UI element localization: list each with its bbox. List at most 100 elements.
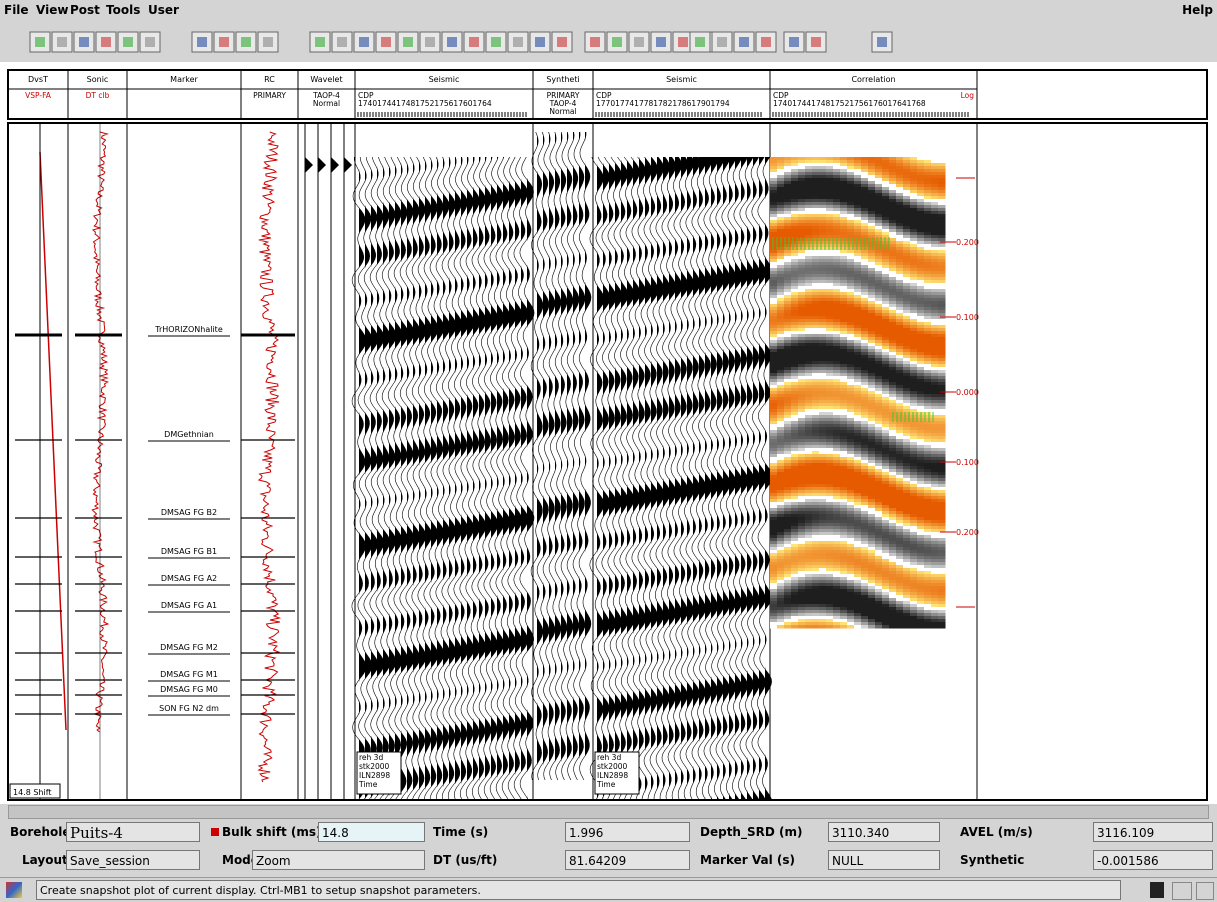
correlation-cell (819, 466, 827, 470)
correlation-cell (847, 550, 855, 554)
menu-item[interactable]: Help (1182, 3, 1213, 17)
correlation-cell (896, 301, 904, 305)
correlation-cell (805, 577, 813, 581)
correlation-cell (861, 292, 869, 296)
correlation-cell (896, 610, 904, 614)
correlation-cell (882, 523, 890, 527)
correlation-cell (819, 199, 827, 203)
correlation-cell (840, 250, 848, 254)
correlation-cell (777, 169, 785, 173)
menu-item[interactable]: View (36, 3, 68, 17)
correlation-cell (910, 361, 918, 365)
filter-button[interactable] (1196, 882, 1214, 900)
form-field[interactable]: Save_session (66, 850, 200, 870)
correlation-cell (770, 274, 778, 278)
correlation-cell (924, 181, 932, 185)
correlation-cell (777, 364, 785, 368)
correlation-cell (903, 436, 911, 440)
marker-label: TrHORIZONhalite (154, 325, 223, 334)
correlation-cell (812, 211, 820, 215)
correlation-cell (805, 457, 813, 461)
correlation-cell (875, 331, 883, 335)
correlation-cell (854, 436, 862, 440)
snapshot-icon[interactable] (6, 882, 22, 898)
menu-item[interactable]: Post (70, 3, 100, 17)
correlation-cell (819, 250, 827, 254)
form-field[interactable]: -0.001586 (1093, 850, 1213, 870)
correlation-cell (875, 562, 883, 566)
correlation-cell (875, 463, 883, 467)
correlation-cell (791, 406, 799, 410)
correlation-cell (931, 445, 939, 449)
bulk-shift-toggle[interactable] (211, 828, 219, 836)
correlation-cell (819, 253, 827, 257)
correlation-cell (896, 484, 904, 488)
correlation-cell (770, 340, 778, 344)
correlation-cell (938, 223, 946, 227)
correlation-cell (924, 298, 932, 302)
correlation-cell (854, 205, 862, 209)
correlation-cell (791, 301, 799, 305)
correlation-cell (896, 319, 904, 323)
correlation-cell (875, 355, 883, 359)
correlation-cell (805, 574, 813, 578)
correlation-cell (798, 211, 806, 215)
correlation-cell (854, 325, 862, 329)
correlation-cell (833, 373, 841, 377)
correlation-cell (924, 310, 932, 314)
correlation-cell (798, 517, 806, 521)
correlation-cell (798, 607, 806, 611)
correlation-cell (896, 577, 904, 581)
correlation-cell (833, 535, 841, 539)
correlation-cell (840, 565, 848, 569)
correlation-cell (798, 325, 806, 329)
menu-item[interactable]: Tools (106, 3, 140, 17)
correlation-cell (777, 451, 785, 455)
correlation-cell (770, 334, 778, 338)
correlation-cell (882, 340, 890, 344)
correlation-cell (826, 613, 834, 617)
correlation-cell (903, 373, 911, 377)
h-scrollbar[interactable] (8, 805, 1209, 819)
correlation-cell (868, 580, 876, 584)
correlation-cell (875, 520, 883, 524)
correlation-cell (917, 343, 925, 347)
form-field[interactable]: 3116.109 (1093, 822, 1213, 842)
form-field[interactable]: Puits-4 (66, 822, 200, 842)
form-field[interactable]: 14.8 (318, 822, 425, 842)
correlation-cell (798, 532, 806, 536)
status-button[interactable] (1150, 882, 1164, 898)
correlation-cell (875, 613, 883, 617)
menu-item[interactable]: User (148, 3, 179, 17)
correlation-cell (791, 223, 799, 227)
form-field[interactable]: NULL (828, 850, 940, 870)
correlation-cell (833, 574, 841, 578)
menu-item[interactable]: File (4, 3, 29, 17)
form-field[interactable]: 81.64209 (565, 850, 690, 870)
correlation-cell (903, 550, 911, 554)
correlation-cell (889, 163, 897, 167)
status-button[interactable] (1172, 882, 1192, 900)
correlation-cell (903, 328, 911, 332)
correlation-cell (798, 466, 806, 470)
correlation-cell (812, 514, 820, 518)
correlation-cell (931, 433, 939, 437)
correlation-cell (896, 622, 904, 626)
form-field[interactable]: 3110.340 (828, 822, 940, 842)
form-field[interactable]: Zoom (252, 850, 425, 870)
correlation-cell (861, 412, 869, 416)
correlation-cell (833, 409, 841, 413)
correlation-cell (784, 301, 792, 305)
correlation-cell (791, 400, 799, 404)
correlation-cell (826, 328, 834, 332)
correlation-cell (924, 274, 932, 278)
correlation-cell (910, 517, 918, 521)
correlation-cell (938, 523, 946, 527)
correlation-cell (882, 190, 890, 194)
correlation-cell (903, 478, 911, 482)
correlation-cell (910, 325, 918, 329)
form-field[interactable]: 1.996 (565, 822, 690, 842)
correlation-cell (847, 454, 855, 458)
correlation-cell (819, 220, 827, 224)
correlation-cell (861, 178, 869, 182)
